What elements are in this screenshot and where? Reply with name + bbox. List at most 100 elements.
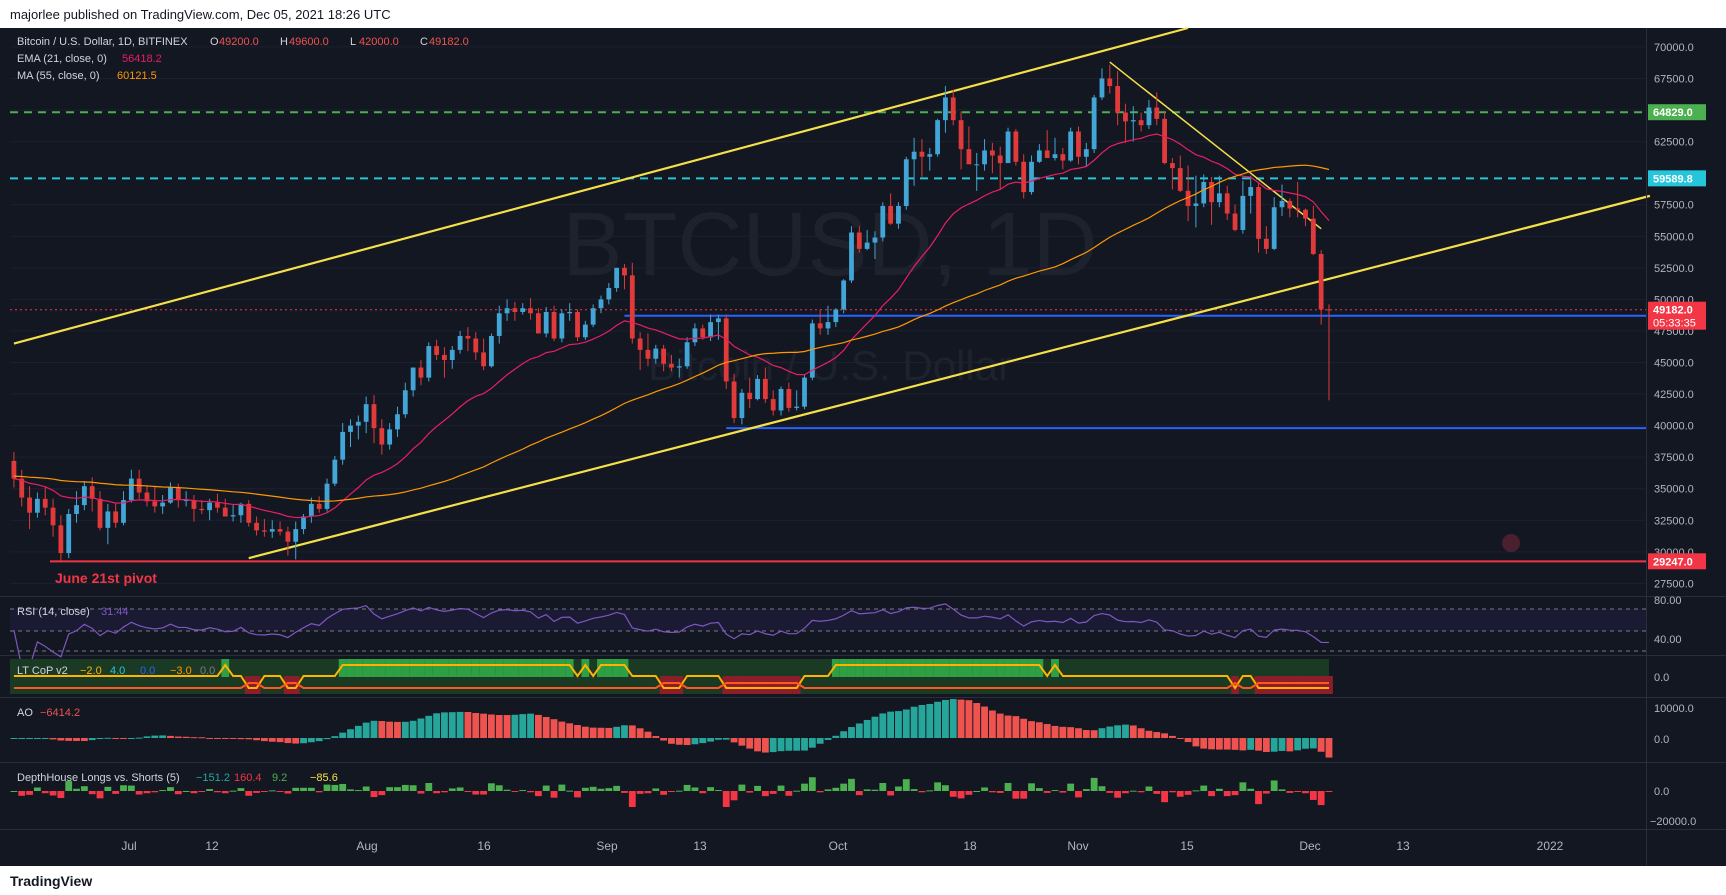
candle-body[interactable] [254,522,259,531]
candle-body[interactable] [825,322,831,329]
candle-body[interactable] [676,366,682,368]
candle-body[interactable] [559,313,565,339]
candle-body[interactable] [222,507,228,517]
candle-body[interactable] [614,267,620,289]
candle-body[interactable] [778,388,784,411]
candle-body[interactable] [27,497,32,513]
candle-body[interactable] [50,507,56,526]
candle-body[interactable] [269,529,275,532]
candle-body[interactable] [66,513,72,554]
candle-body[interactable] [1083,149,1089,157]
candle-body[interactable] [465,335,471,339]
candle-body[interactable] [911,151,917,160]
candle-body[interactable] [794,406,800,408]
candle-body[interactable] [19,478,25,498]
candle-body[interactable] [567,312,573,314]
candle-body[interactable] [1201,181,1207,204]
candle-body[interactable] [1107,78,1113,87]
candle-body[interactable] [645,349,651,359]
candle-body[interactable] [1216,193,1222,203]
candle-body[interactable] [473,338,479,353]
candle-body[interactable] [943,97,948,121]
candle-body[interactable] [199,508,205,511]
candle-body[interactable] [316,503,322,509]
candle-body[interactable] [113,511,119,523]
candle-body[interactable] [888,205,894,224]
candle-body[interactable] [238,503,244,516]
candle-body[interactable] [1060,154,1066,161]
candle-body[interactable] [1185,190,1191,206]
candle-body[interactable] [332,459,338,484]
candle-body[interactable] [1091,97,1097,150]
candle-body[interactable] [551,312,557,339]
candle-body[interactable] [457,335,463,350]
candle-body[interactable] [74,505,79,514]
candle-body[interactable] [1326,309,1332,311]
candle-body[interactable] [1052,154,1058,159]
candle-body[interactable] [1287,200,1293,209]
candle-body[interactable] [637,338,643,350]
candle-body[interactable] [1318,253,1324,310]
candle-body[interactable] [1115,86,1121,113]
candle-body[interactable] [442,354,447,360]
candle-body[interactable] [1068,131,1074,161]
candle-body[interactable] [1005,131,1011,164]
candle-body[interactable] [285,531,291,542]
candle-body[interactable] [653,348,659,359]
candle-body[interactable] [355,421,361,426]
candle-body[interactable] [629,275,635,339]
candle-body[interactable] [1170,163,1175,169]
candle-body[interactable] [1138,120,1144,126]
candle-body[interactable] [481,352,486,367]
candle-body[interactable] [982,150,987,165]
candle-body[interactable] [1248,187,1254,196]
candle-body[interactable] [989,150,995,156]
candle-body[interactable] [504,308,510,314]
candle-body[interactable] [684,342,690,367]
candle-body[interactable] [1193,203,1199,206]
candle-body[interactable] [896,205,901,224]
candle-body[interactable] [293,529,299,542]
candle-body[interactable] [152,501,158,507]
candle-body[interactable] [739,392,745,419]
candle-body[interactable] [1013,131,1019,162]
candle-body[interactable] [802,377,807,407]
time-axis[interactable]: Jul 12 Aug 16 Sep 13 Oct 18 Nov 15 Dec 13 2022 [121,839,1563,853]
candle-body[interactable] [105,511,111,528]
candle-body[interactable] [308,503,314,517]
alert-dot[interactable] [1502,534,1520,552]
candle-body[interactable] [762,378,768,400]
candle-body[interactable] [1154,107,1160,119]
candle-body[interactable] [207,502,213,511]
candle-body[interactable] [1044,150,1050,159]
candle-body[interactable] [747,392,753,400]
candle-body[interactable] [575,312,580,338]
candle-body[interactable] [590,308,596,325]
candle-body[interactable] [215,502,220,508]
candle-body[interactable] [1240,195,1246,230]
candle-body[interactable] [809,323,815,378]
candles-layer[interactable] [11,64,1332,561]
candle-body[interactable] [191,500,197,509]
candle-body[interactable] [175,487,181,501]
candle-body[interactable] [817,323,823,329]
candle-body[interactable] [434,346,440,355]
candle-body[interactable] [379,428,385,445]
candle-body[interactable] [520,308,526,312]
candle-body[interactable] [770,399,776,411]
candle-body[interactable] [324,483,330,509]
candle-body[interactable] [598,299,604,309]
candle-body[interactable] [340,431,346,460]
candle-body[interactable] [230,515,236,517]
candle-body[interactable] [966,149,972,165]
candle-body[interactable] [387,429,393,445]
candle-body[interactable] [543,312,549,334]
candle-body[interactable] [841,280,847,310]
candle-body[interactable] [512,308,518,312]
candle-body[interactable] [1232,213,1238,230]
candle-body[interactable] [402,390,408,415]
candle-body[interactable] [622,267,627,276]
candle-body[interactable] [418,367,424,378]
candle-body[interactable] [716,318,721,323]
